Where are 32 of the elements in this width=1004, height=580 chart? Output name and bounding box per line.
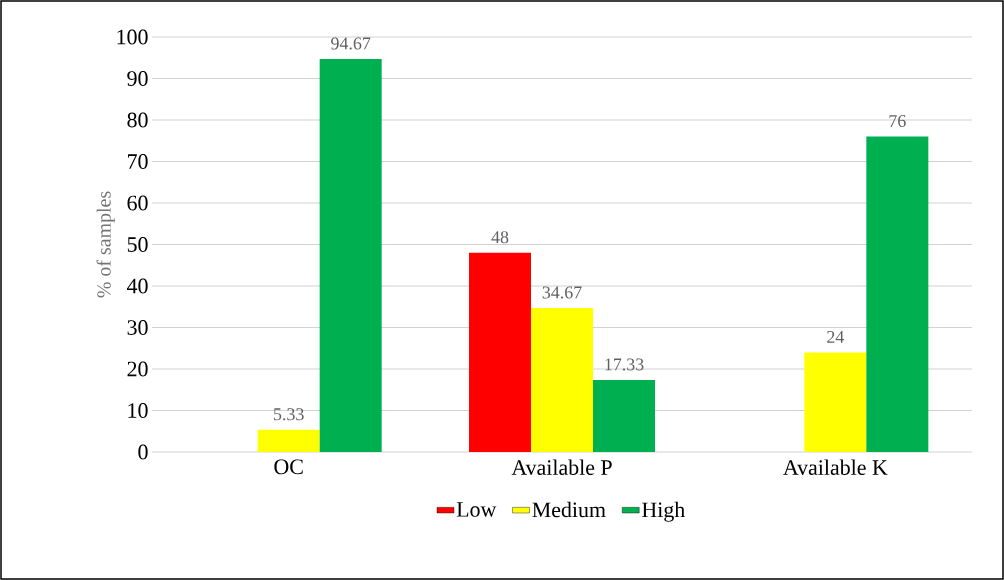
bar xyxy=(804,352,867,452)
y-tick-label: 10 xyxy=(128,403,148,418)
y-tick-label: 100 xyxy=(117,29,148,45)
legend-label: Low xyxy=(456,502,497,517)
y-tick-label: 20 xyxy=(127,361,148,377)
bar xyxy=(319,59,382,452)
legend-label: Medium xyxy=(532,501,606,518)
x-tick-label: Available P xyxy=(511,459,612,475)
y-tick-label: 0 xyxy=(138,444,148,460)
y-tick-label: 30 xyxy=(127,320,148,335)
y-tick-label: 80 xyxy=(127,112,148,128)
x-tick-label: Available K xyxy=(783,459,888,475)
bar xyxy=(531,308,594,452)
legend-label: High xyxy=(642,501,685,522)
bar xyxy=(593,380,656,452)
y-tick-label: 90 xyxy=(127,71,148,86)
bar xyxy=(866,136,929,452)
bar xyxy=(257,429,320,452)
data-label: 17.33 xyxy=(605,358,644,371)
data-label: 76 xyxy=(889,115,906,128)
data-label: 94.67 xyxy=(331,37,371,50)
data-label: 5.33 xyxy=(274,408,304,421)
y-tick-label: 50 xyxy=(127,237,148,252)
x-tick-label: OC xyxy=(274,459,303,475)
data-label: 48 xyxy=(491,231,509,244)
bar xyxy=(469,252,532,452)
y-axis-title: % of samples xyxy=(96,191,115,298)
y-tick-label: 40 xyxy=(126,278,148,294)
y-tick-label: 60 xyxy=(127,195,148,211)
data-label: 34.67 xyxy=(542,286,582,299)
y-tick-label: 70 xyxy=(128,154,148,169)
data-label: 24 xyxy=(827,330,845,343)
